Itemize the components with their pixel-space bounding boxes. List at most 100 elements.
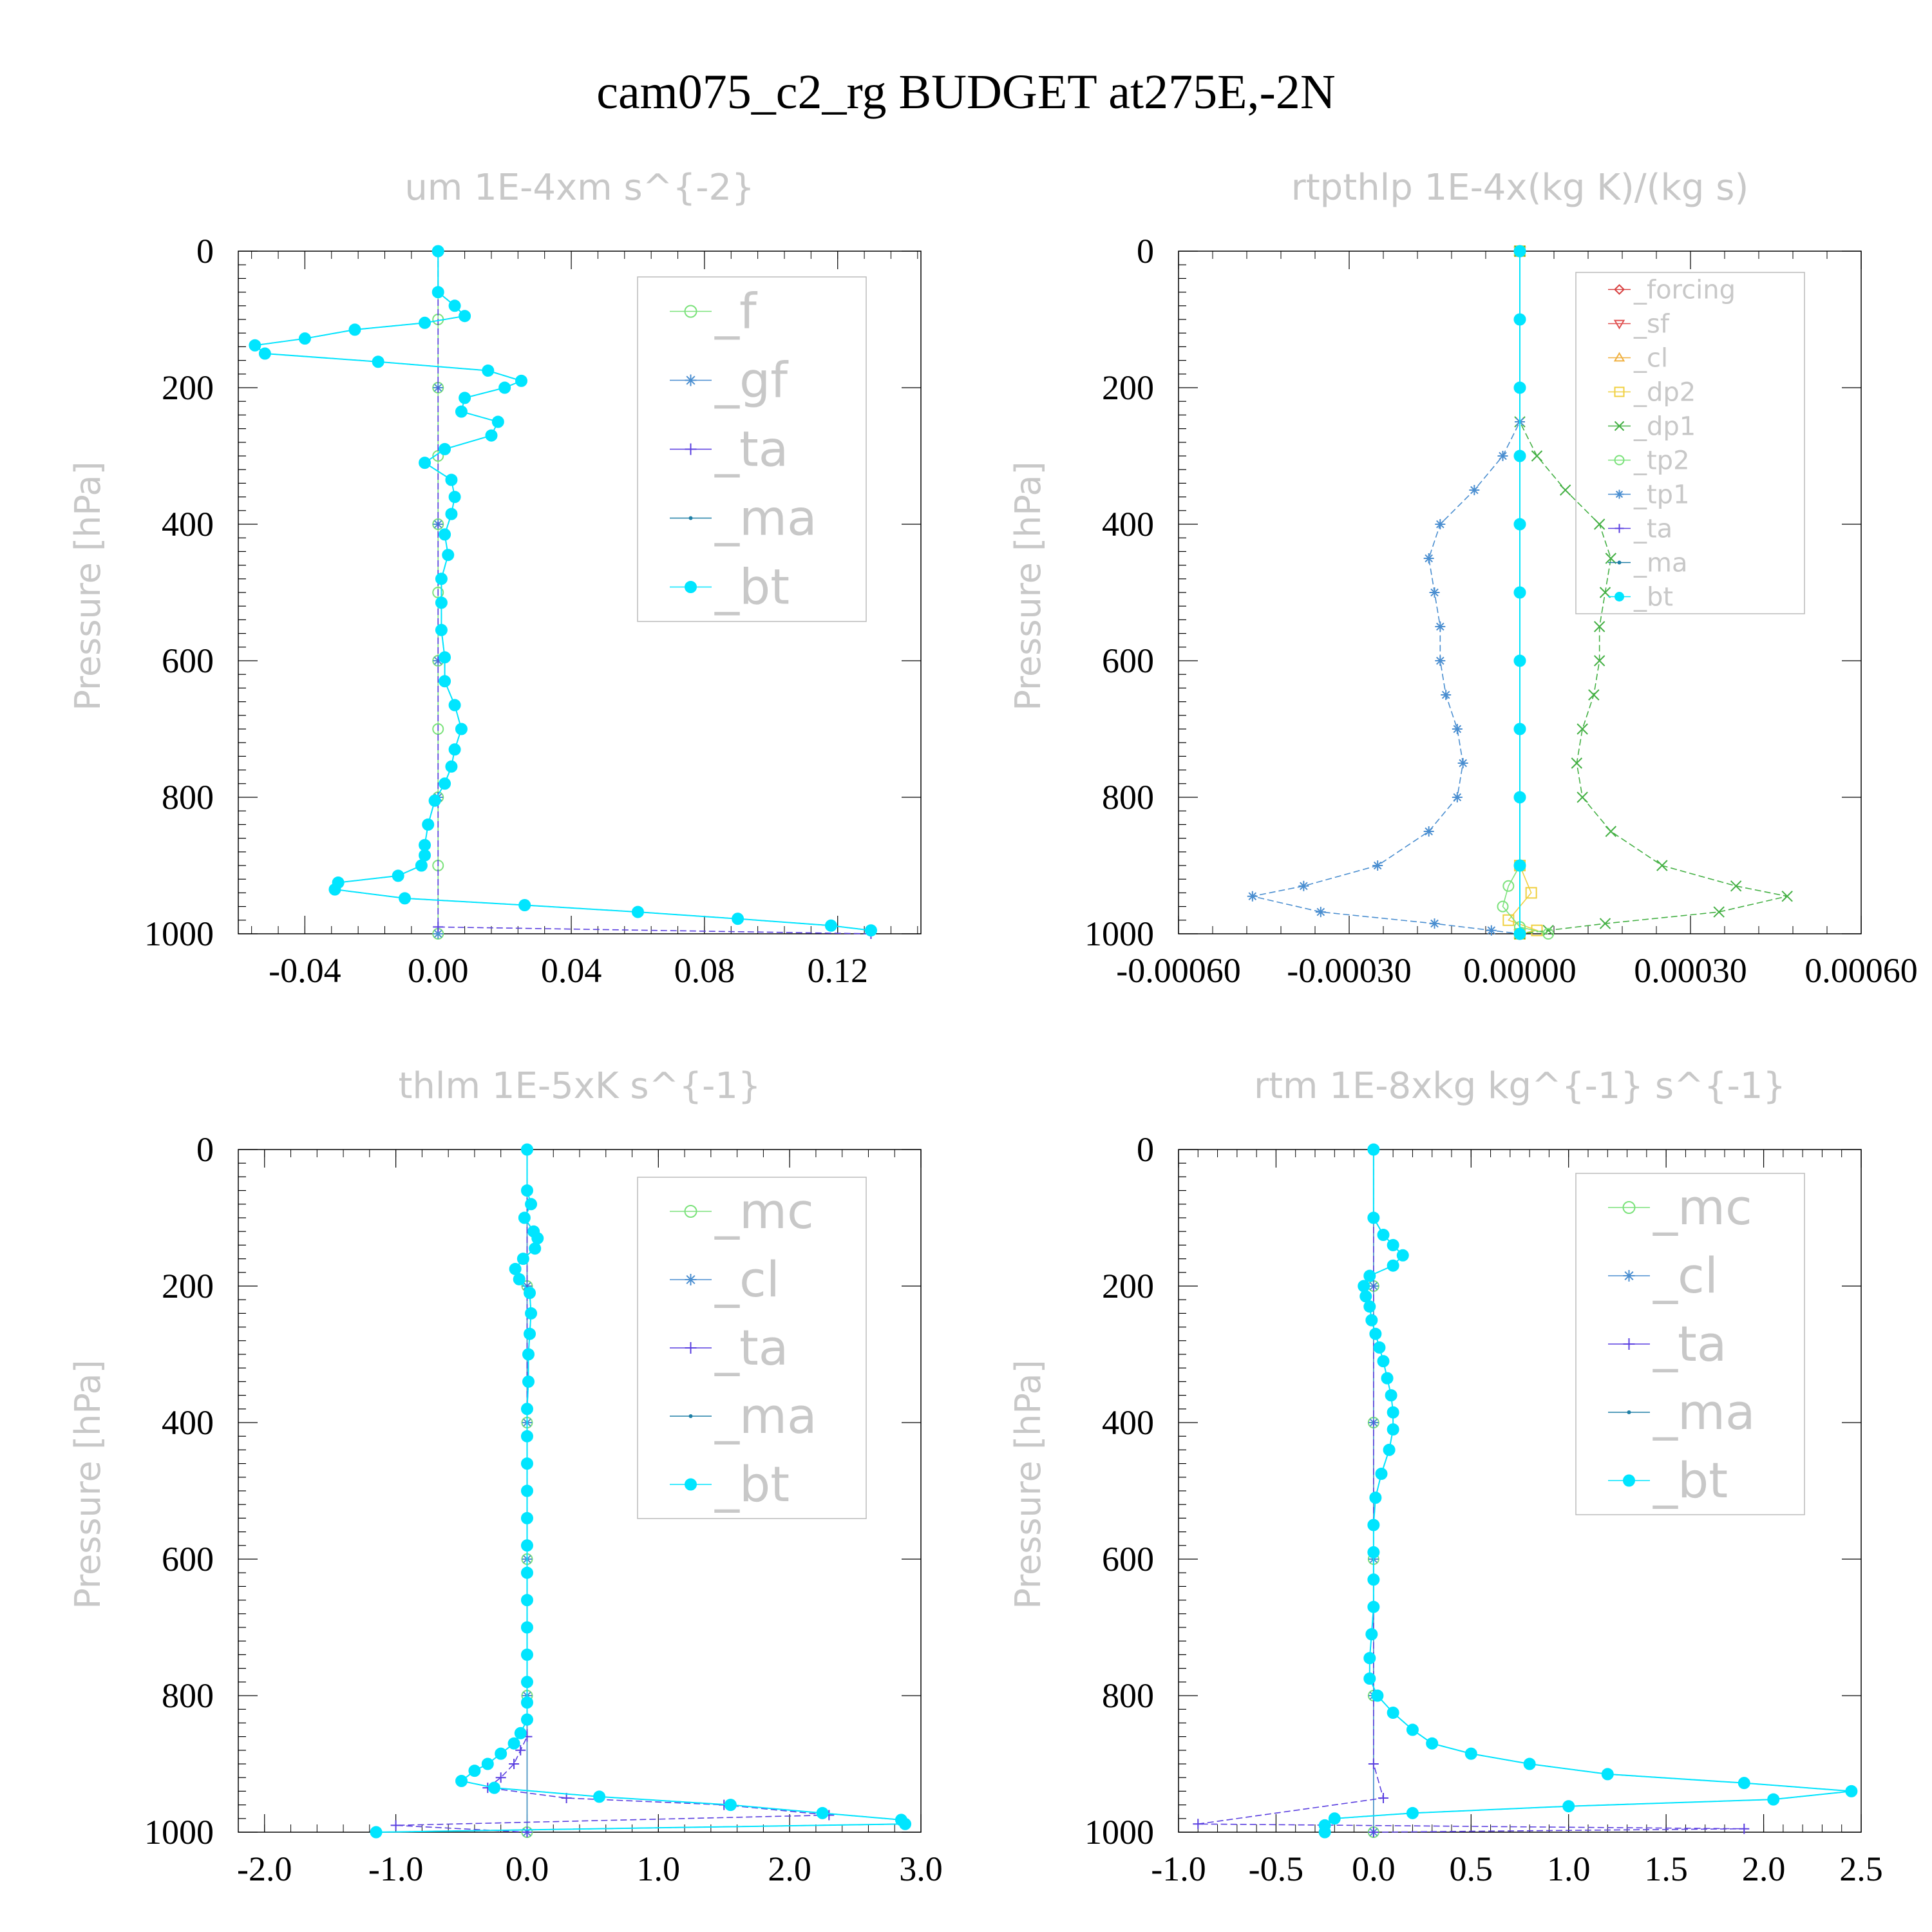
point_bt [816, 1806, 829, 1819]
x-tick-label: 0.0 [506, 1850, 549, 1888]
x-tick-label: -0.00030 [1287, 951, 1411, 990]
x-tick-label: 0.12 [807, 951, 868, 990]
point_bt [1513, 381, 1526, 394]
legend-label: _cl [714, 1251, 780, 1308]
series_bt [370, 1143, 912, 1839]
point_bt [516, 1253, 529, 1265]
x-tick-label: -0.04 [269, 951, 341, 990]
point_bt [1387, 1707, 1399, 1719]
y-tick-label: 600 [162, 1540, 214, 1578]
point_bt [1365, 1314, 1378, 1327]
point_bt [1523, 1757, 1536, 1770]
point_dp1 [1599, 587, 1611, 598]
legend-label: _bt [714, 558, 790, 616]
point_bt [1363, 1300, 1376, 1313]
legend-marker [1614, 284, 1625, 295]
legend-marker [1623, 1270, 1635, 1282]
point_bt [1513, 450, 1526, 462]
point_gf [433, 929, 444, 939]
point_dp1 [1571, 757, 1583, 769]
point_bt [520, 1457, 533, 1470]
point_tp1 [1247, 891, 1258, 902]
legend-marker [684, 1205, 697, 1218]
point_dp1 [1542, 924, 1554, 936]
point_tp1 [1429, 918, 1440, 929]
series-line_tp1 [1252, 251, 1520, 934]
point_bt [1383, 1443, 1396, 1456]
point_bt [520, 1713, 533, 1726]
point_bt [515, 374, 528, 387]
y-tick-label: 400 [162, 505, 214, 544]
point_tp1 [1441, 690, 1452, 700]
y-tick-label: 0 [196, 1130, 214, 1169]
point_ta [1739, 1823, 1750, 1834]
point_bt [520, 1143, 533, 1156]
legend-marker [688, 1414, 693, 1418]
point_bt [372, 355, 384, 368]
y-tick-label: 0 [1137, 1130, 1154, 1169]
legend-marker [1622, 1201, 1636, 1214]
point_bt [439, 651, 451, 664]
point_ta [1368, 1827, 1379, 1837]
point_bt [1513, 586, 1526, 599]
point_bt [1328, 1812, 1341, 1825]
point_bt [445, 507, 458, 520]
point_bt [482, 365, 495, 377]
x-tick-label: 2.0 [768, 1850, 811, 1888]
point_bt [1562, 1800, 1575, 1813]
legend-marker [1617, 560, 1622, 565]
point_tp1 [1429, 587, 1440, 598]
legend-label: _gf [714, 352, 789, 409]
legend-marker [688, 516, 693, 520]
legend-label: _ma [1653, 1383, 1756, 1441]
point_bt [1513, 654, 1526, 667]
point_bt [1406, 1723, 1419, 1736]
y-tick-label: 200 [1102, 1267, 1154, 1305]
x-tick-label: 0.00060 [1804, 951, 1918, 990]
legend-marker [1627, 1410, 1631, 1414]
point_tp1 [1372, 860, 1383, 871]
y-tick-label: 1000 [144, 1813, 214, 1852]
point_bt [392, 869, 404, 882]
point_bt [1601, 1768, 1614, 1781]
point_bt [1426, 1737, 1439, 1750]
point_tp1 [1435, 519, 1446, 529]
point_bt [514, 1727, 527, 1739]
point_bt [1371, 1689, 1384, 1702]
point_dp1 [1593, 655, 1605, 667]
point_bt [1375, 1468, 1388, 1480]
legend-label: _cl [1653, 1247, 1718, 1304]
point_dp1 [1531, 450, 1543, 462]
point_bt [498, 381, 511, 394]
point_bt [419, 457, 431, 469]
y-tick-label: 200 [1102, 368, 1154, 407]
point_bt [448, 743, 461, 756]
point_bt [524, 1327, 536, 1340]
panel-title: thlm 1E-5xK s^{-1} [398, 1065, 761, 1107]
point_tp1 [1435, 621, 1446, 632]
point_bt [459, 392, 471, 404]
point_bt [1367, 1143, 1380, 1156]
point_tp1 [1457, 758, 1468, 768]
point_bt [439, 777, 451, 790]
y-tick-label: 1000 [1084, 1813, 1154, 1852]
point_bt [1513, 518, 1526, 531]
point_tp1 [1298, 880, 1309, 891]
point_bt [1387, 1406, 1399, 1419]
point_dp1 [1605, 826, 1617, 837]
x-tick-label: 2.5 [1839, 1850, 1883, 1888]
x-tick-label: 0.00030 [1634, 951, 1747, 990]
legend-marker [1614, 421, 1625, 431]
point_bt [328, 883, 341, 896]
point_tp1 [1423, 826, 1434, 837]
point_bt [419, 316, 431, 329]
point_bt [435, 573, 448, 585]
point_bt [1513, 791, 1526, 804]
x-tick-label: 1.5 [1644, 1850, 1688, 1888]
y-tick-label: 800 [1102, 1676, 1154, 1715]
panel-title: um 1E-4xm s^{-2} [404, 167, 754, 209]
y-tick-label: 200 [162, 1267, 214, 1305]
legend-marker [1613, 352, 1625, 362]
point_bt [732, 913, 744, 925]
point_bt [1369, 1327, 1382, 1340]
